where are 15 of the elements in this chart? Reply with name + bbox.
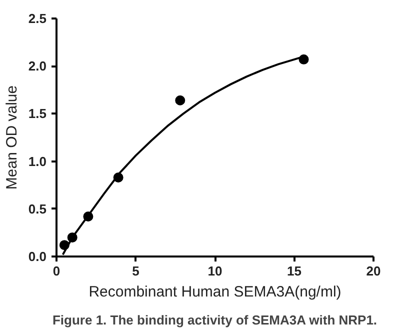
caption: Figure 1. The binding activity of SEMA3A with NRP1. [52,312,378,328]
y-tick-label: 0.5 [28,201,47,216]
y-tick-label: 2.0 [28,58,47,74]
y-axis-title: Mean OD value [3,85,20,190]
x-tick-label: 10 [208,264,222,278]
point [175,95,186,106]
y-tick-label: 1.0 [28,154,47,169]
y-tick-label: 0.0 [28,249,47,264]
y-tick-label: 2.5 [28,11,47,26]
y-tick-label: 1.5 [28,106,47,122]
x-tick-label: 5 [132,264,140,278]
x-tick-label: 15 [287,264,302,278]
x-axis-title: Recombinant Human SEMA3A(ng/ml) [88,284,342,300]
x-tick-label: 20 [366,264,381,278]
x-tick-label: 0 [52,264,60,278]
